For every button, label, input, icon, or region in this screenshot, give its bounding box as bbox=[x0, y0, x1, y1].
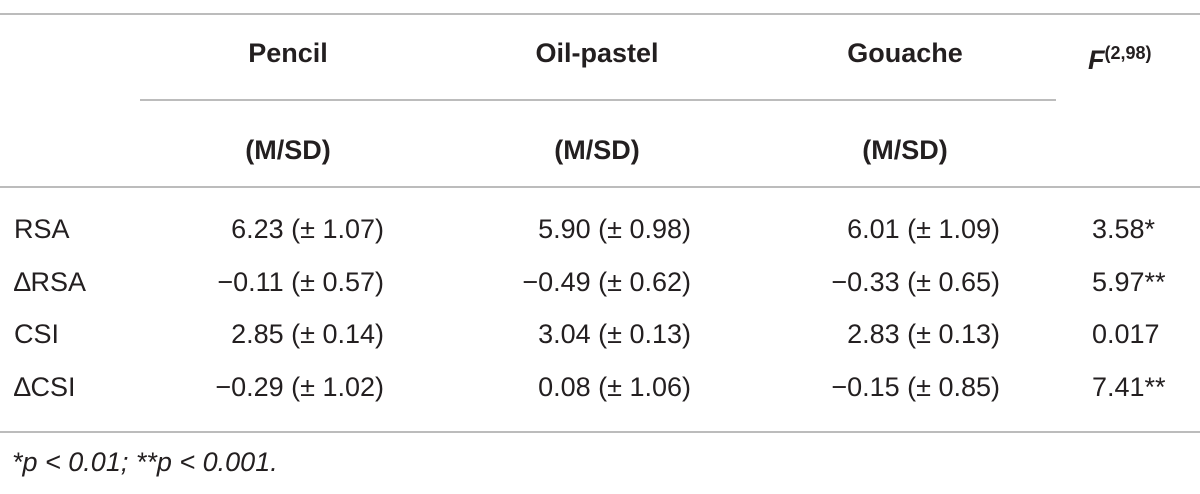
column-subheader: (M/SD) bbox=[245, 135, 331, 165]
cell: 6.23 (± 1.07) bbox=[231, 214, 384, 244]
cell: 2.83 (± 0.13) bbox=[847, 319, 1000, 349]
row-label: ∆CSI bbox=[14, 372, 76, 402]
cell: 0.017 bbox=[1092, 319, 1160, 349]
cell: −0.11 (± 0.57) bbox=[217, 267, 384, 297]
row-label: RSA bbox=[14, 214, 70, 244]
cell: 7.41** bbox=[1092, 372, 1166, 402]
cell: 6.01 (± 1.09) bbox=[847, 214, 1000, 244]
column-header: Pencil bbox=[248, 38, 328, 68]
row-label: CSI bbox=[14, 319, 60, 349]
cell: −0.15 (± 0.85) bbox=[831, 372, 1000, 402]
cell: −0.49 (± 0.62) bbox=[522, 267, 691, 297]
cell: −0.33 (± 0.65) bbox=[831, 267, 1000, 297]
column-header: Oil-pastel bbox=[535, 38, 659, 68]
cell: 2.85 (± 0.14) bbox=[231, 319, 384, 349]
cell: 5.90 (± 0.98) bbox=[538, 214, 691, 244]
cell: 0.08 (± 1.06) bbox=[538, 372, 691, 402]
footnote: *p < 0.01; **p < 0.001. bbox=[12, 447, 278, 477]
cell: 3.04 (± 0.13) bbox=[538, 319, 691, 349]
column-header: Gouache bbox=[847, 38, 963, 68]
bottom-rule bbox=[0, 431, 1200, 433]
header-bottom-rule bbox=[0, 186, 1200, 188]
stat-header: F(2,98) bbox=[1088, 37, 1152, 76]
stat-symbol: F bbox=[1088, 45, 1105, 75]
cell: −0.29 (± 1.02) bbox=[215, 372, 384, 402]
row-label: ∆RSA bbox=[14, 267, 87, 297]
cell: 5.97** bbox=[1092, 267, 1166, 297]
top-rule bbox=[0, 13, 1200, 15]
stat-superscript: (2,98) bbox=[1104, 43, 1152, 63]
column-subheader: (M/SD) bbox=[554, 135, 640, 165]
header-rule bbox=[140, 99, 1056, 101]
cell: 3.58* bbox=[1092, 214, 1156, 244]
column-subheader: (M/SD) bbox=[862, 135, 948, 165]
